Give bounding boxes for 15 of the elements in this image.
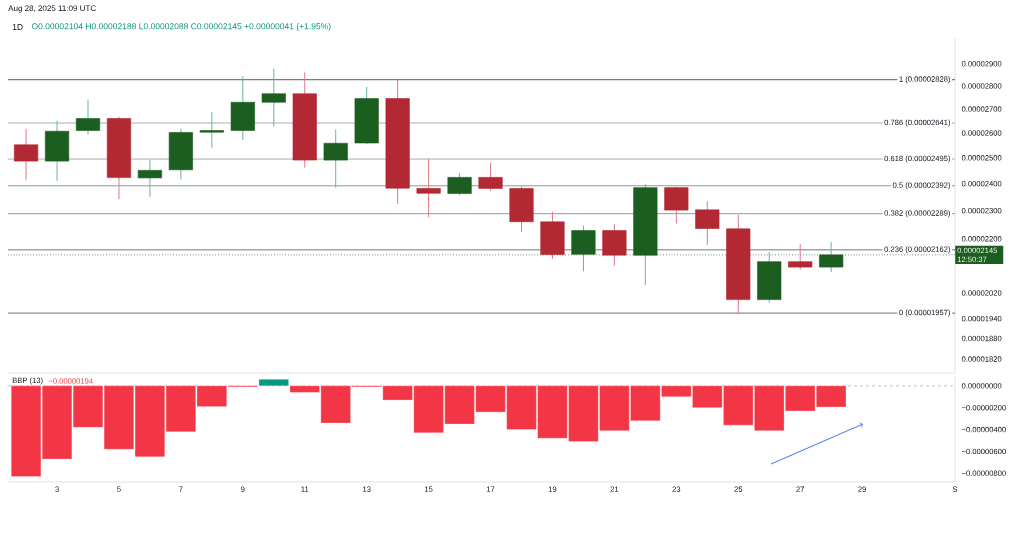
candlestick <box>664 186 689 224</box>
candlestick <box>447 172 472 196</box>
candlestick <box>323 129 348 189</box>
candlestick <box>478 162 503 192</box>
text: Aug 28, 2025 11:09 UTC <box>8 5 96 13</box>
candlestick <box>695 200 720 246</box>
candlestick <box>199 111 224 149</box>
chart-subtitle: O0.00002104 H0.00002188 L0.00002088 C0.00002145 +0.00000041 (+1.95%) <box>31 23 331 31</box>
candlestick <box>75 98 101 135</box>
candlestick <box>788 243 813 271</box>
candlestick <box>14 128 39 181</box>
candlestick <box>137 159 162 198</box>
chart-title: 1D <box>12 24 23 30</box>
candlestick <box>416 158 441 218</box>
candlestick <box>261 68 286 127</box>
